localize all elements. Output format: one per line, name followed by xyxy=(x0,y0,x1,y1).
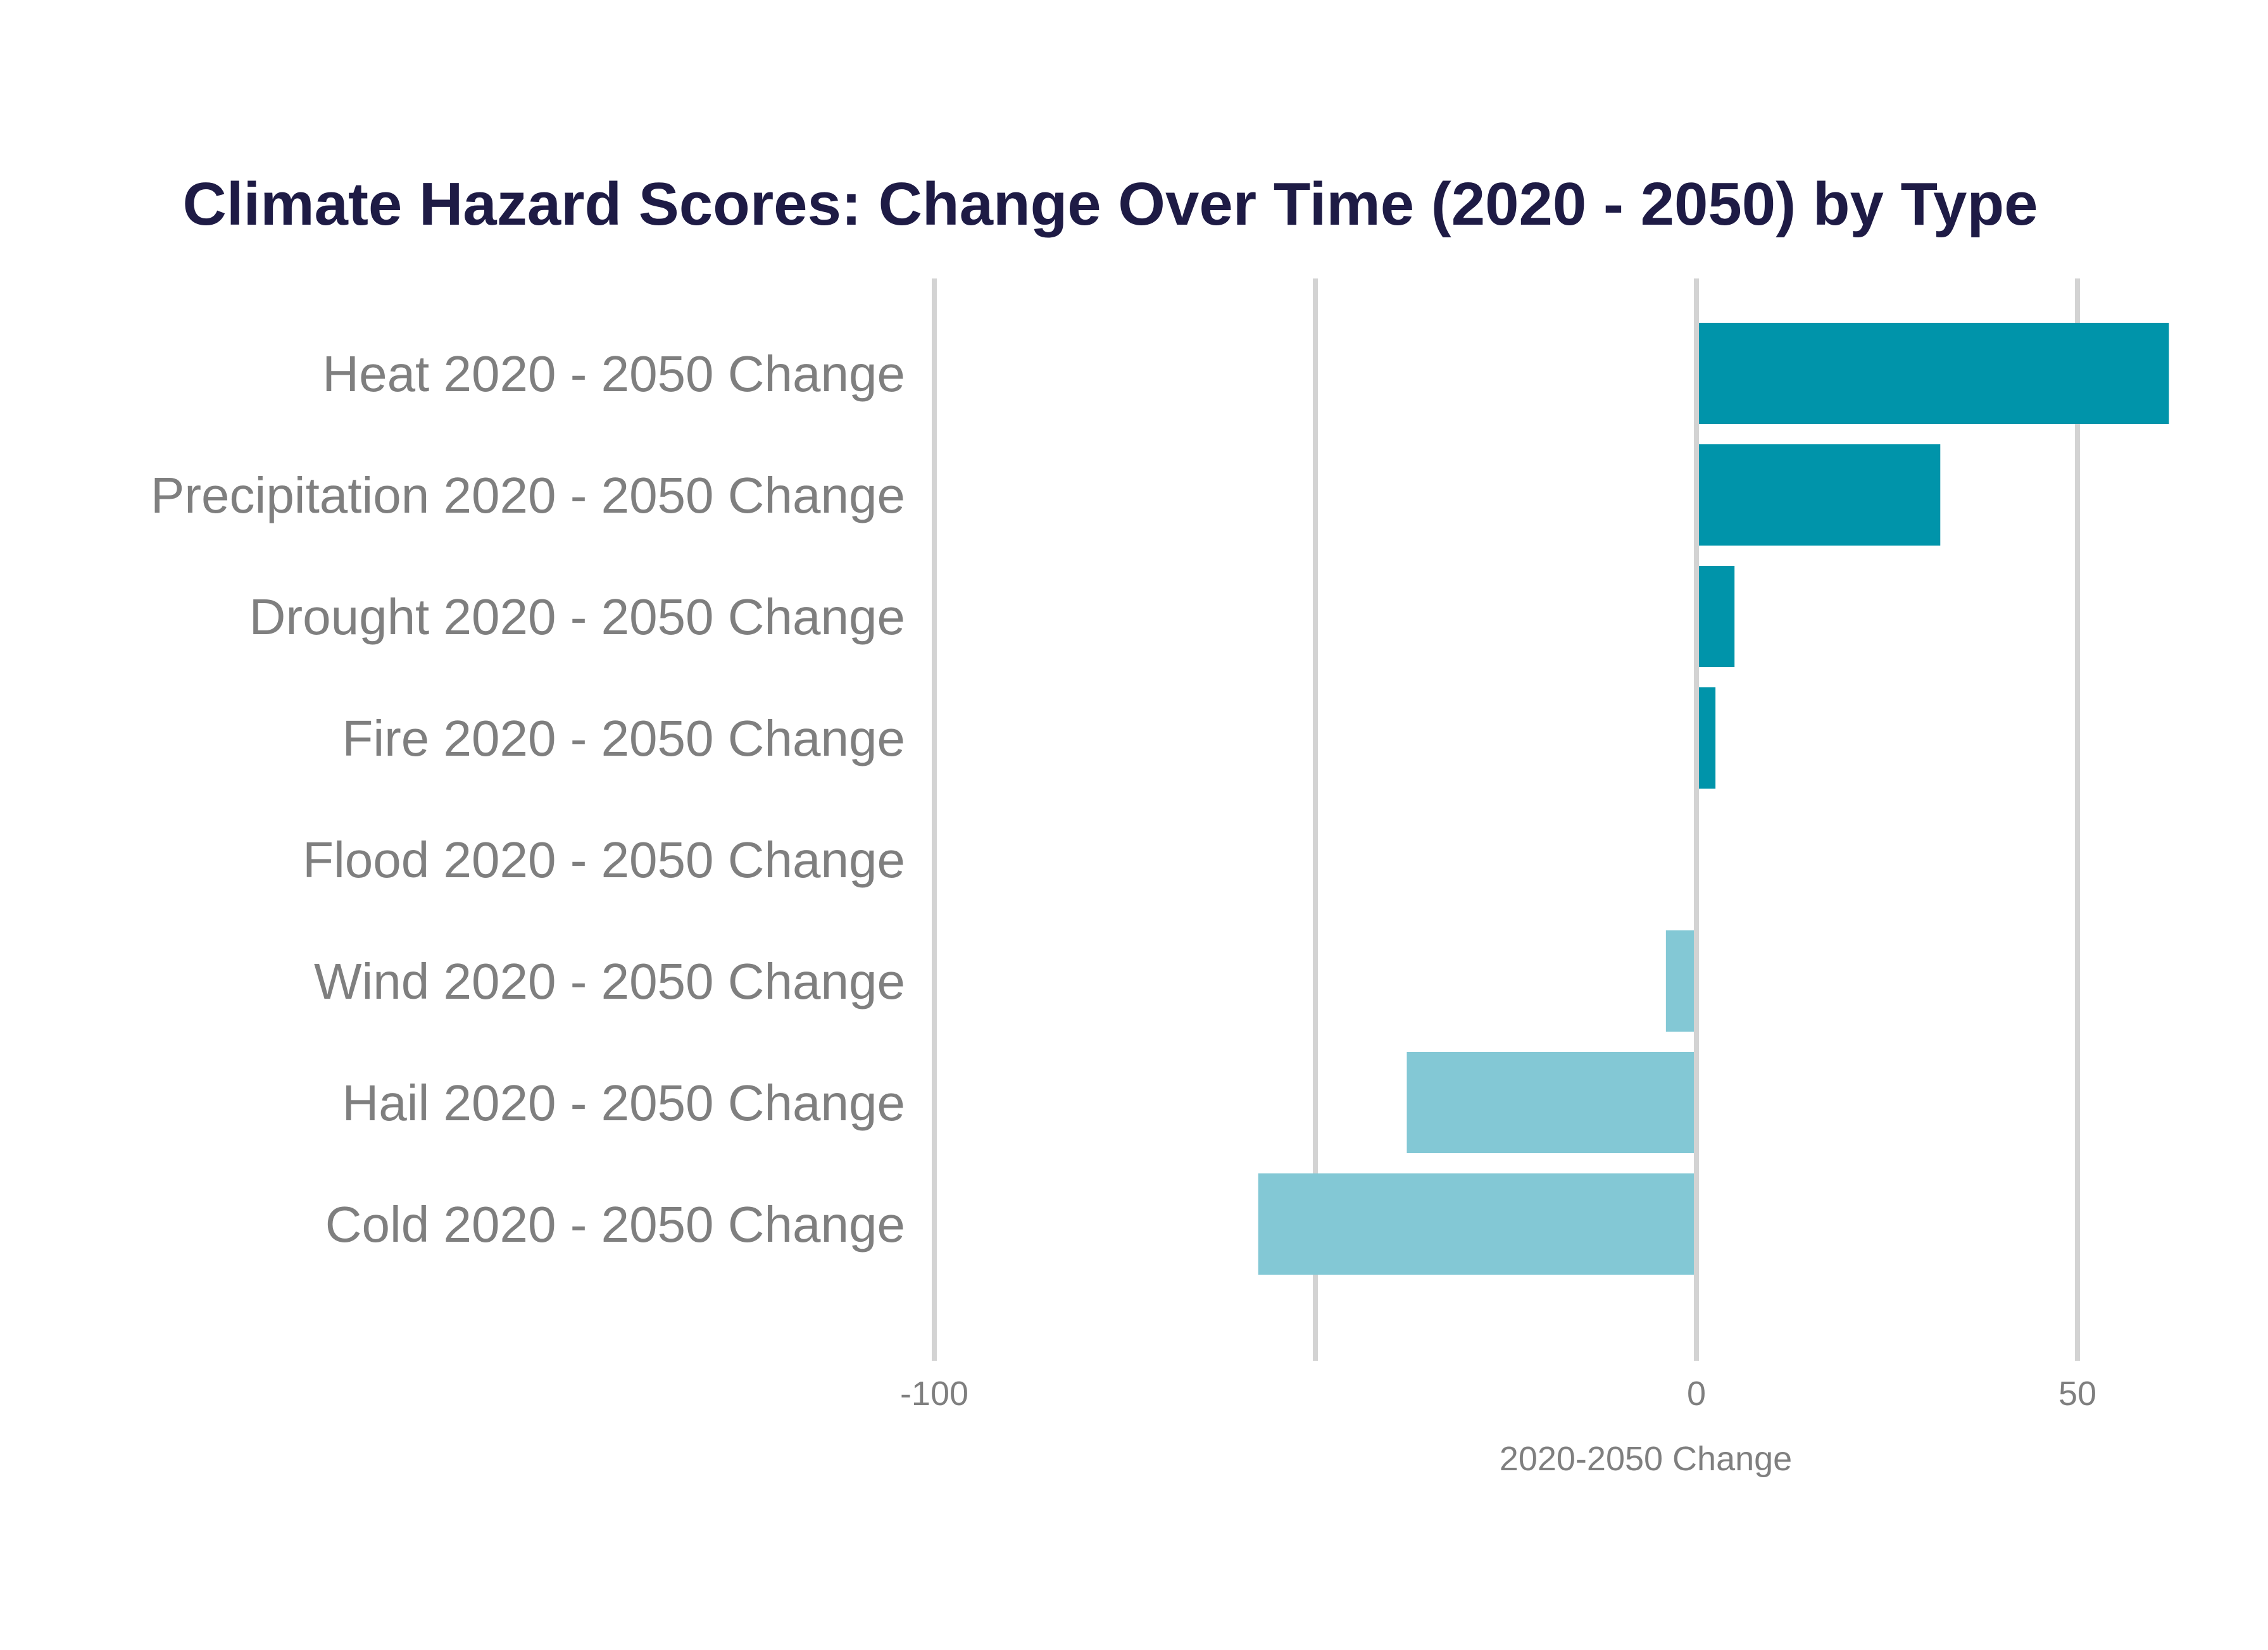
bar-6 xyxy=(1407,1052,1696,1153)
category-label-6: Hail 2020 - 2050 Change xyxy=(342,1075,905,1131)
bar-5 xyxy=(1665,930,1696,1032)
x-axis-title: 2020-2050 Change xyxy=(1500,1440,1792,1478)
bar-2 xyxy=(1696,566,1735,667)
bar-7 xyxy=(1258,1173,1696,1275)
x-tick-label-2: 50 xyxy=(2058,1375,2096,1413)
x-axis-ticks: -100 0 50 xyxy=(900,1375,2096,1413)
category-label-3: Fire 2020 - 2050 Change xyxy=(342,710,906,766)
category-label-4: Flood 2020 - 2050 Change xyxy=(303,832,905,888)
category-label-0: Heat 2020 - 2050 Change xyxy=(322,346,905,402)
chart-title: Climate Hazard Scores: Change Over Time … xyxy=(183,170,2038,238)
bar-1 xyxy=(1696,444,1941,546)
category-labels: Heat 2020 - 2050 Change Precipitation 202… xyxy=(151,346,905,1253)
x-tick-label-1: 0 xyxy=(1687,1375,1706,1413)
category-label-5: Wind 2020 - 2050 Change xyxy=(314,953,905,1009)
category-label-1: Precipitation 2020 - 2050 Change xyxy=(151,467,905,523)
category-label-2: Drought 2020 - 2050 Change xyxy=(249,589,905,645)
x-tick-label-0: -100 xyxy=(900,1375,968,1413)
bars xyxy=(1258,323,2169,1275)
bar-3 xyxy=(1696,687,1716,789)
category-label-7: Cold 2020 - 2050 Change xyxy=(325,1196,905,1253)
bar-0 xyxy=(1696,323,2169,424)
